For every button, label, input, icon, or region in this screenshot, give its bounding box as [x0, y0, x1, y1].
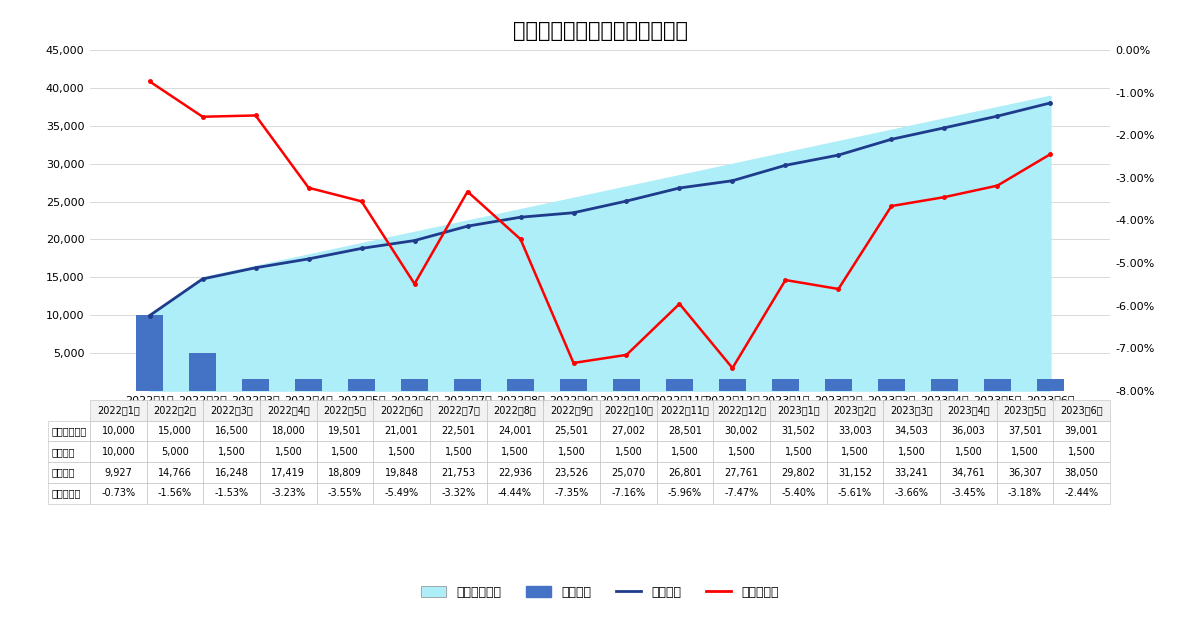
Bar [773, 379, 799, 391]
Bar [190, 353, 216, 391]
Title: わが家のひふみらいと運用実績: わが家のひふみらいと運用実績 [512, 21, 688, 40]
Bar [242, 379, 269, 391]
Bar [137, 315, 163, 391]
Bar [984, 379, 1010, 391]
Bar [613, 379, 640, 391]
Bar [348, 379, 374, 391]
Bar [295, 379, 322, 391]
Bar [826, 379, 852, 391]
Bar [931, 379, 958, 391]
Bar [508, 379, 534, 391]
Bar [878, 379, 905, 391]
Bar [719, 379, 745, 391]
Bar [666, 379, 692, 391]
Bar [560, 379, 587, 391]
Bar [455, 379, 481, 391]
Bar [401, 379, 427, 391]
Legend: 受渡金額合計, 受渡金額, 評価金額, 評価損益率: 受渡金額合計, 受渡金額, 評価金額, 評価損益率 [416, 581, 784, 604]
Bar [1037, 379, 1063, 391]
